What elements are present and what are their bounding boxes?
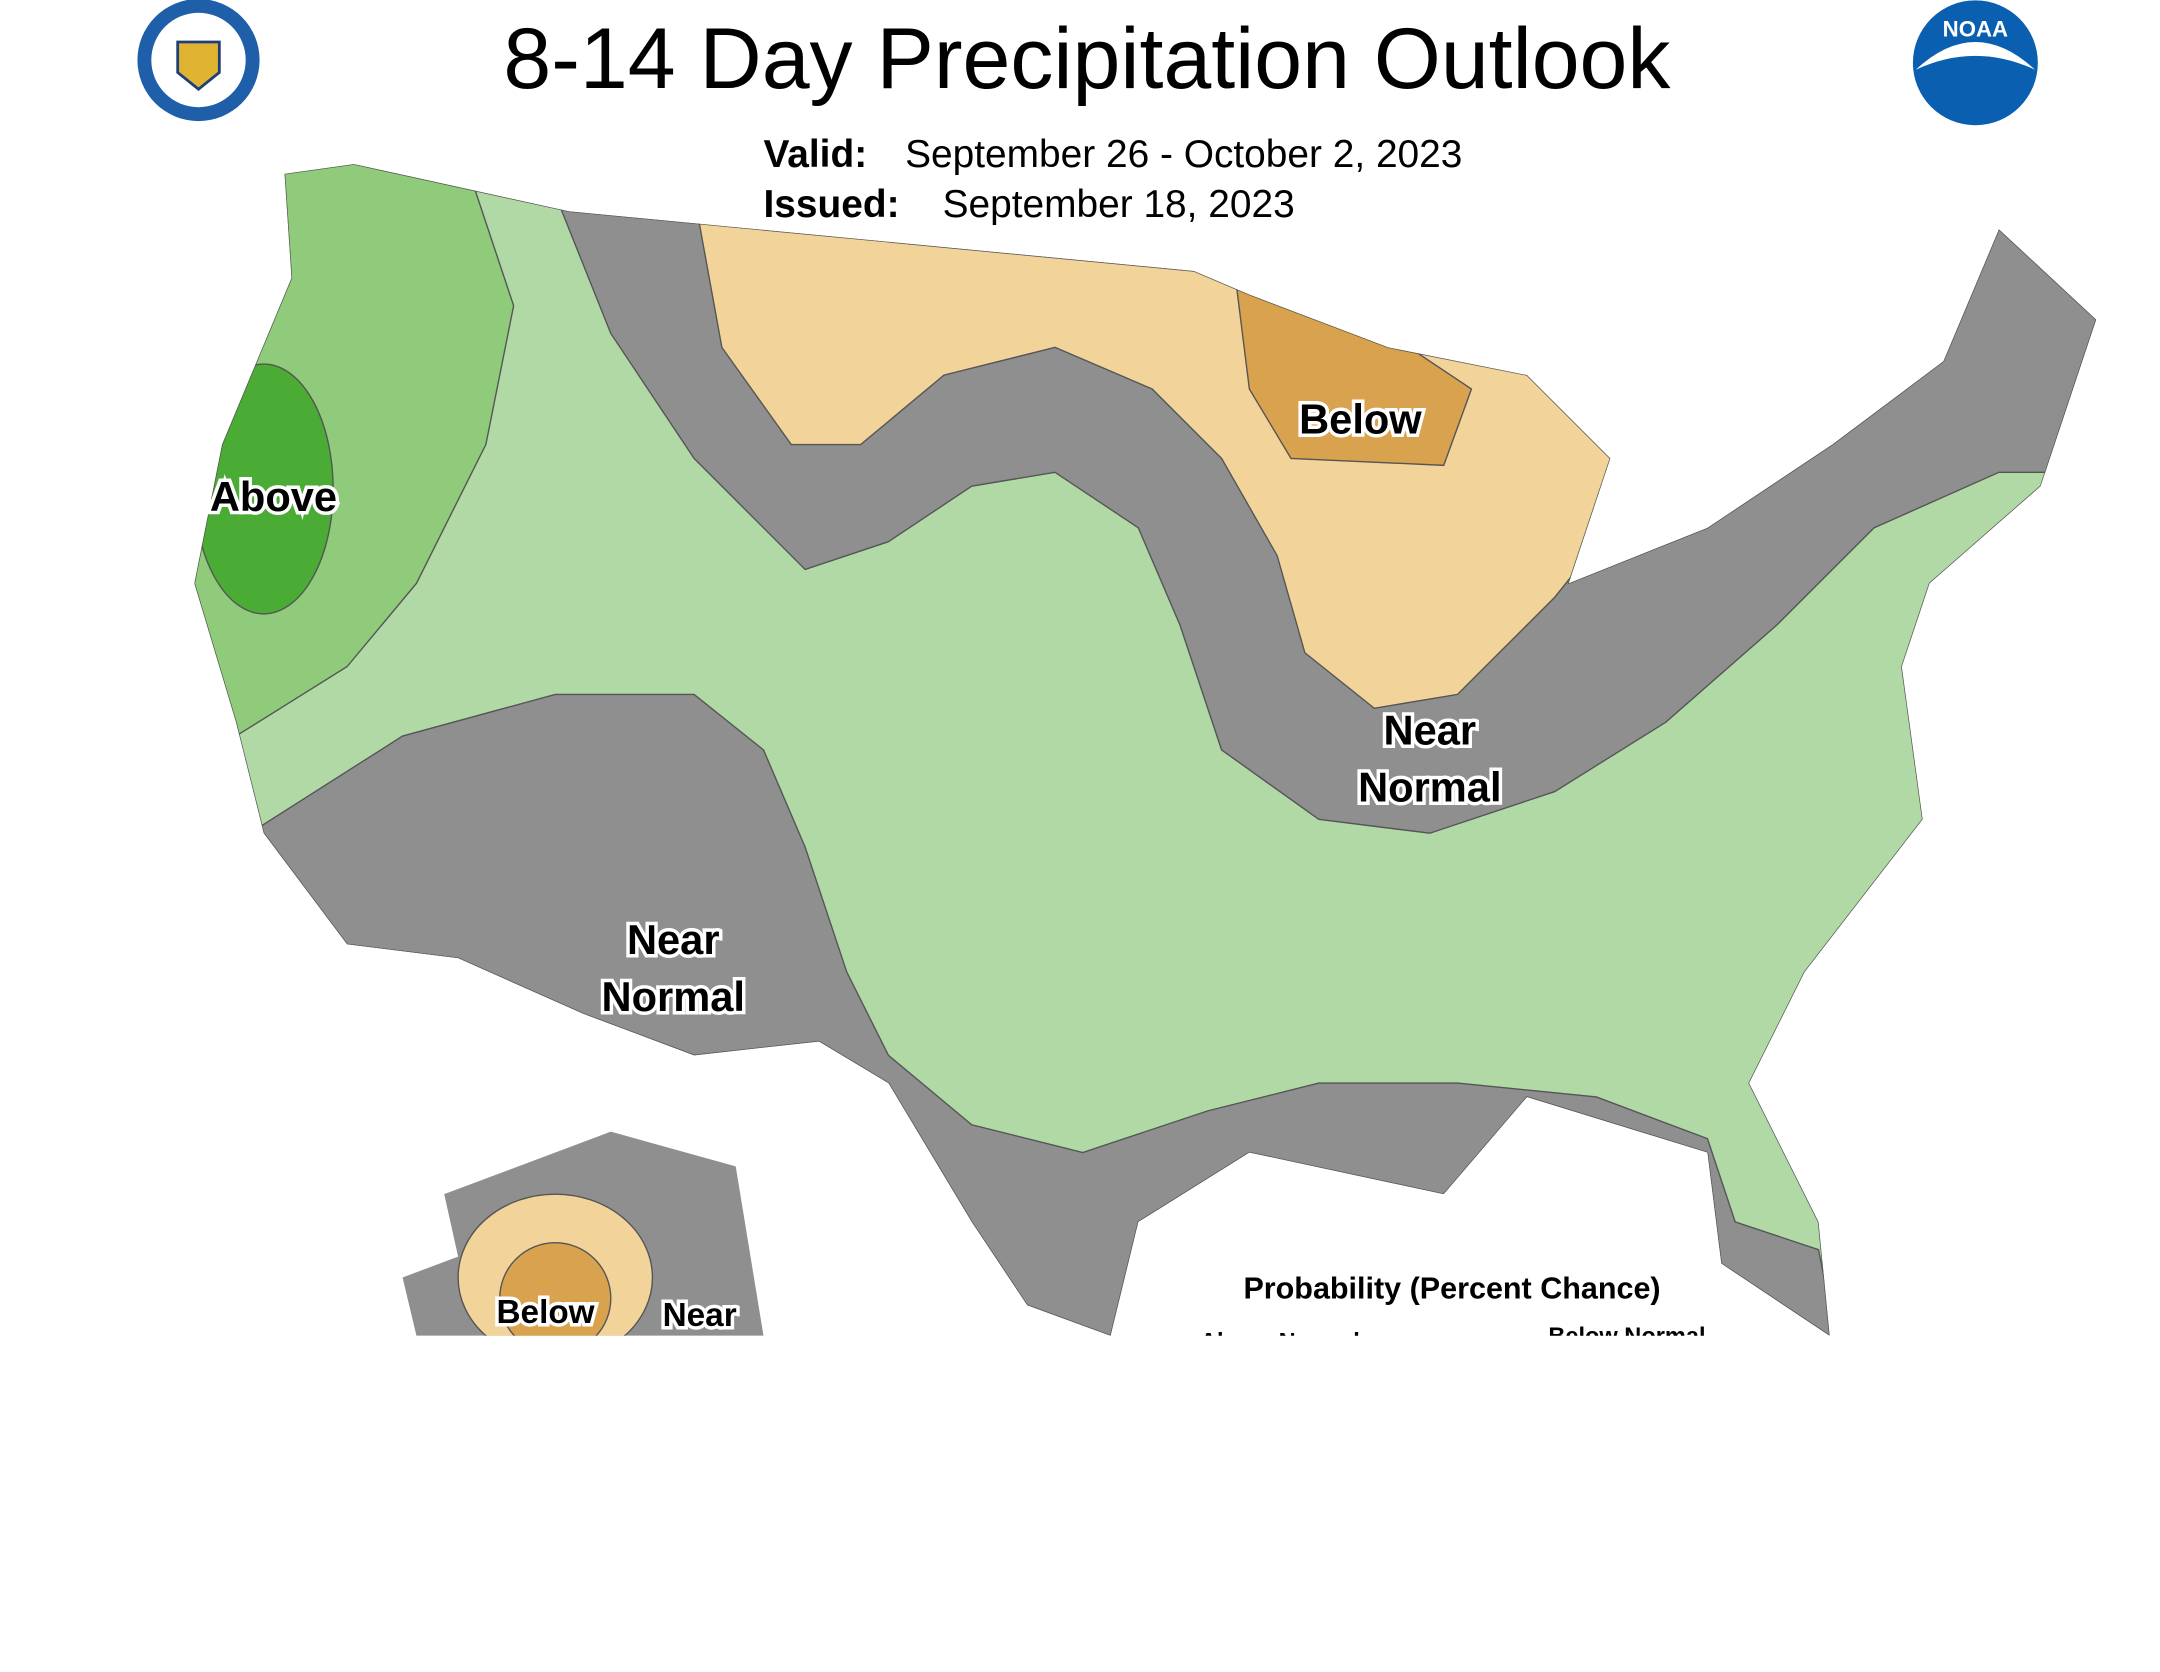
region-label: Normal xyxy=(602,973,745,1020)
valid-label: Valid: xyxy=(763,133,867,176)
issued-date: September 18, 2023 xyxy=(943,183,1295,226)
region-label: Near xyxy=(1384,706,1477,753)
region-label: Below xyxy=(1299,395,1422,442)
region-label: Below xyxy=(497,1294,595,1331)
title: 8-14 Day Precipitation Outlook xyxy=(503,11,1671,107)
region-label: Above xyxy=(210,473,337,520)
noaa-text: NOAA xyxy=(1943,16,2008,41)
noaa-circle xyxy=(1912,0,2038,126)
region-label: Near xyxy=(663,1297,737,1334)
valid-dates: September 26 - October 2, 2023 xyxy=(905,133,1462,176)
legend-heading: Above Normal xyxy=(1200,1329,1360,1355)
noaa-logo: NOAA xyxy=(1912,0,2038,126)
legend-heading: Below Normal xyxy=(1548,1323,1705,1349)
seal-shield xyxy=(176,40,221,91)
doc-seal xyxy=(137,0,260,122)
legend-title: Probability (Percent Chance) xyxy=(1243,1271,1660,1305)
region-label: Normal xyxy=(1358,763,1501,810)
alaska-below-medium xyxy=(499,1242,612,1336)
alaska xyxy=(402,1131,764,1336)
region-label: Near xyxy=(627,916,720,963)
issued-label: Issued: xyxy=(763,183,899,226)
us-outline xyxy=(194,164,2097,1336)
noaa-wave xyxy=(1915,41,2036,70)
